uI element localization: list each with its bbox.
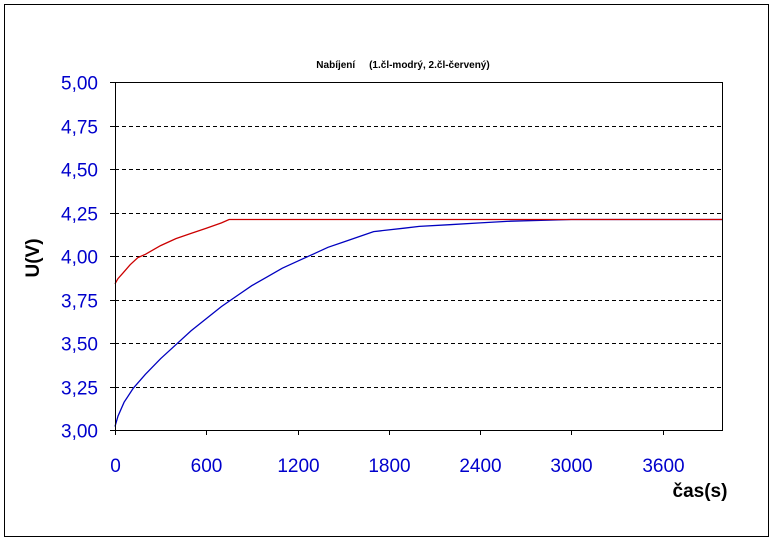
y-tick-label: 3,00 (61, 422, 98, 443)
x-tick-label: 2400 (459, 456, 501, 477)
chart-border (4, 4, 769, 537)
y-tick-label: 4,50 (61, 161, 98, 182)
x-tick-label: 0 (110, 456, 121, 477)
x-tick-label: 600 (191, 456, 223, 477)
y-tick-label: 3,75 (61, 292, 98, 313)
x-tick-label: 3600 (642, 456, 684, 477)
x-tick-label: 1200 (277, 456, 319, 477)
grid-lines (115, 126, 722, 388)
y-tick-label: 4,75 (61, 118, 98, 139)
y-tick-label: 3,50 (61, 335, 98, 356)
x-tick-label: 3000 (550, 456, 592, 477)
y-axis-ticks: 3,00 3,25 3,50 3,75 4,00 4,25 4,50 4,75 5,00 (61, 74, 115, 443)
y-tick-label: 4,00 (61, 248, 98, 269)
x-axis-ticks: 0 600 1200 1800 2400 3000 3600 (110, 430, 685, 477)
plot-area (115, 82, 723, 431)
series-line-red (114, 218, 722, 285)
x-tick-label: 1800 (368, 456, 410, 477)
y-tick-label: 3,25 (61, 379, 98, 400)
y-tick-label: 4,25 (61, 205, 98, 226)
series-group (114, 218, 722, 427)
series-line-blue (114, 218, 722, 427)
y-axis-label: U(V) (23, 238, 44, 277)
chart-title: Nabíjení (1.čl-modrý, 2.čl-červený) (316, 60, 489, 71)
y-tick-label: 5,00 (61, 74, 98, 95)
x-axis-label: čas(s) (673, 481, 728, 502)
